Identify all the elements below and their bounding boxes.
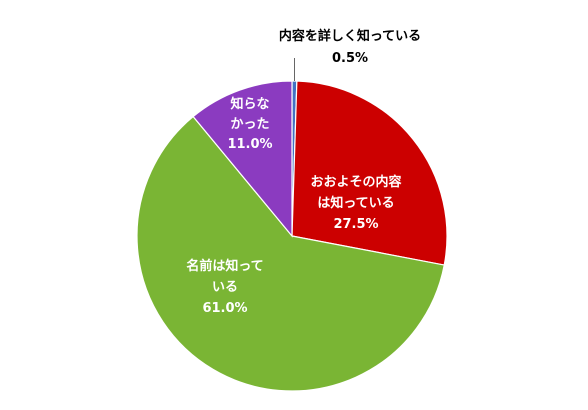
slice-label-0: 内容を詳しく知っている 0.5% <box>279 28 421 66</box>
pie-slice-1 <box>291 80 448 266</box>
pie-slice-3 <box>192 80 293 238</box>
slice-name-2: いる <box>212 280 238 295</box>
slice-label-3: 知らなかった 11.0% <box>227 96 272 152</box>
slice-percent-0: 0.5% <box>332 51 368 66</box>
pie-slices <box>136 80 448 392</box>
slice-percent-1: 27.5% <box>333 217 378 232</box>
slice-percent-2: 61.0% <box>202 301 247 316</box>
pie-slice-2 <box>136 115 445 392</box>
pie-labels: 内容を詳しく知っている 0.5% おおよその内容は知っている 27.5% 名前は知ってい… <box>186 28 421 316</box>
slice-name-3: かった <box>230 117 269 132</box>
slice-name-1: おおよその内容 <box>310 174 401 190</box>
slice-label-1: おおよその内容は知っている 27.5% <box>310 174 401 232</box>
slice-name-3: 知らな <box>230 96 269 112</box>
slice-label-2: 名前は知っている 61.0% <box>186 258 263 316</box>
slice-name-0: 内容を詳しく知っている <box>279 28 421 44</box>
slice-percent-3: 11.0% <box>227 137 272 152</box>
slice-name-2: 名前は知って <box>186 258 263 274</box>
slice-name-1: は知っている <box>317 195 394 211</box>
